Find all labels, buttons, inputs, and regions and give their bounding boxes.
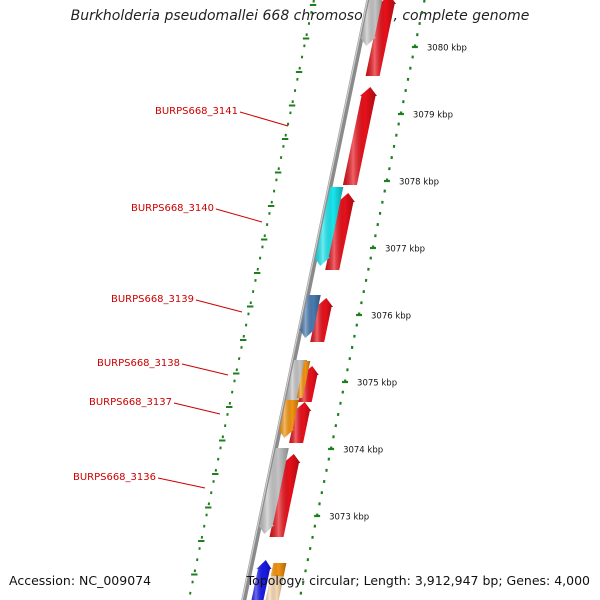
backbone-highlight: [241, 0, 369, 600]
blue-gene-arrow[interactable]: [249, 560, 272, 600]
gene-label[interactable]: BURPS668_3137: [89, 397, 172, 408]
ruler-tick-label: 3077 kbp: [385, 245, 425, 255]
gene-burps668_3141-shading: [360, 0, 383, 46]
red-gene-arrow[interactable]: [342, 87, 377, 185]
ruler-tick-label: 3078 kbp: [399, 178, 439, 188]
gene-burps668_3137-shading: [278, 397, 300, 438]
red-gene-arrow-shading: [289, 402, 312, 443]
leader-line: [157, 477, 206, 489]
ruler-tick-label: 3079 kbp: [413, 111, 453, 121]
gene-label[interactable]: BURPS668_3141: [155, 106, 238, 117]
ruler-tick-label: 3073 kbp: [329, 513, 369, 523]
gene-orange-strip[interactable]: [296, 361, 311, 398]
gene-label[interactable]: BURPS668_3136: [73, 472, 156, 483]
inner-ruler-dashes: [189, 0, 317, 595]
red-gene-arrow-shading: [342, 87, 377, 185]
ruler-tick-label: 3075 kbp: [357, 379, 397, 389]
gene-burps668_3138-shading: [285, 360, 308, 400]
leader-line: [215, 208, 263, 223]
red-gene-arrow[interactable]: [310, 298, 333, 342]
ruler-tick-label: 3076 kbp: [371, 312, 411, 322]
gene-burps668_3136[interactable]: [258, 448, 289, 534]
peach-gene-block-shading: [265, 576, 284, 600]
position-ruler: 3073 kbp 3074 kbp 3075 kbp 3076 kbp 3077 kbp…: [299, 0, 467, 595]
ruler-tick-label: 3080 kbp: [427, 44, 467, 54]
gene-burps668_3138[interactable]: [285, 360, 308, 400]
gene-labels: BURPS668_3136 BURPS668_3137 BURPS668_3138 B…: [73, 106, 289, 489]
gene-burps668_3137[interactable]: [278, 397, 300, 438]
red-gene-arrow-shading: [269, 454, 301, 537]
gene-orange-strip-shading: [296, 361, 311, 398]
red-gene-arrow-shading: [325, 193, 355, 270]
backbone-line: [241, 0, 372, 600]
red-gene-arrow-shading: [365, 0, 397, 76]
red-gene-arrow-shading: [310, 298, 333, 342]
leader-line: [173, 402, 221, 415]
gene-features: [249, 0, 397, 600]
gene-label[interactable]: BURPS668_3140: [131, 203, 214, 214]
topology-text: Topology: circular; Length: 3,912,947 bp…: [246, 573, 590, 588]
red-gene-arrow[interactable]: [325, 193, 355, 270]
gene-burps668_3141[interactable]: [360, 0, 383, 46]
chromosome-backbone: [241, 0, 372, 600]
ruler-tick-label: 3074 kbp: [343, 446, 383, 456]
leader-line: [195, 299, 243, 313]
leader-line: [181, 363, 229, 376]
accession-text: Accession: NC_009074: [9, 573, 152, 588]
red-gene-arrow[interactable]: [365, 0, 397, 76]
red-gene-arrow[interactable]: [289, 402, 312, 443]
gene-label[interactable]: BURPS668_3138: [97, 358, 180, 369]
red-gene-arrow[interactable]: [269, 454, 301, 537]
gene-burps668_3140[interactable]: [314, 187, 344, 266]
gene-burps668_3139[interactable]: [299, 295, 321, 338]
blue-gene-arrow-shading: [251, 560, 272, 600]
peach-gene-block[interactable]: [264, 576, 284, 600]
gene-burps668_3139-shading: [299, 295, 321, 338]
map-title: Burkholderia pseudomallei 668 chromosome…: [70, 8, 530, 24]
gene-label[interactable]: BURPS668_3139: [111, 294, 194, 305]
leader-line: [239, 111, 289, 127]
gene-burps668_3140-shading: [314, 187, 344, 266]
gene-burps668_3136-shading: [258, 448, 289, 534]
